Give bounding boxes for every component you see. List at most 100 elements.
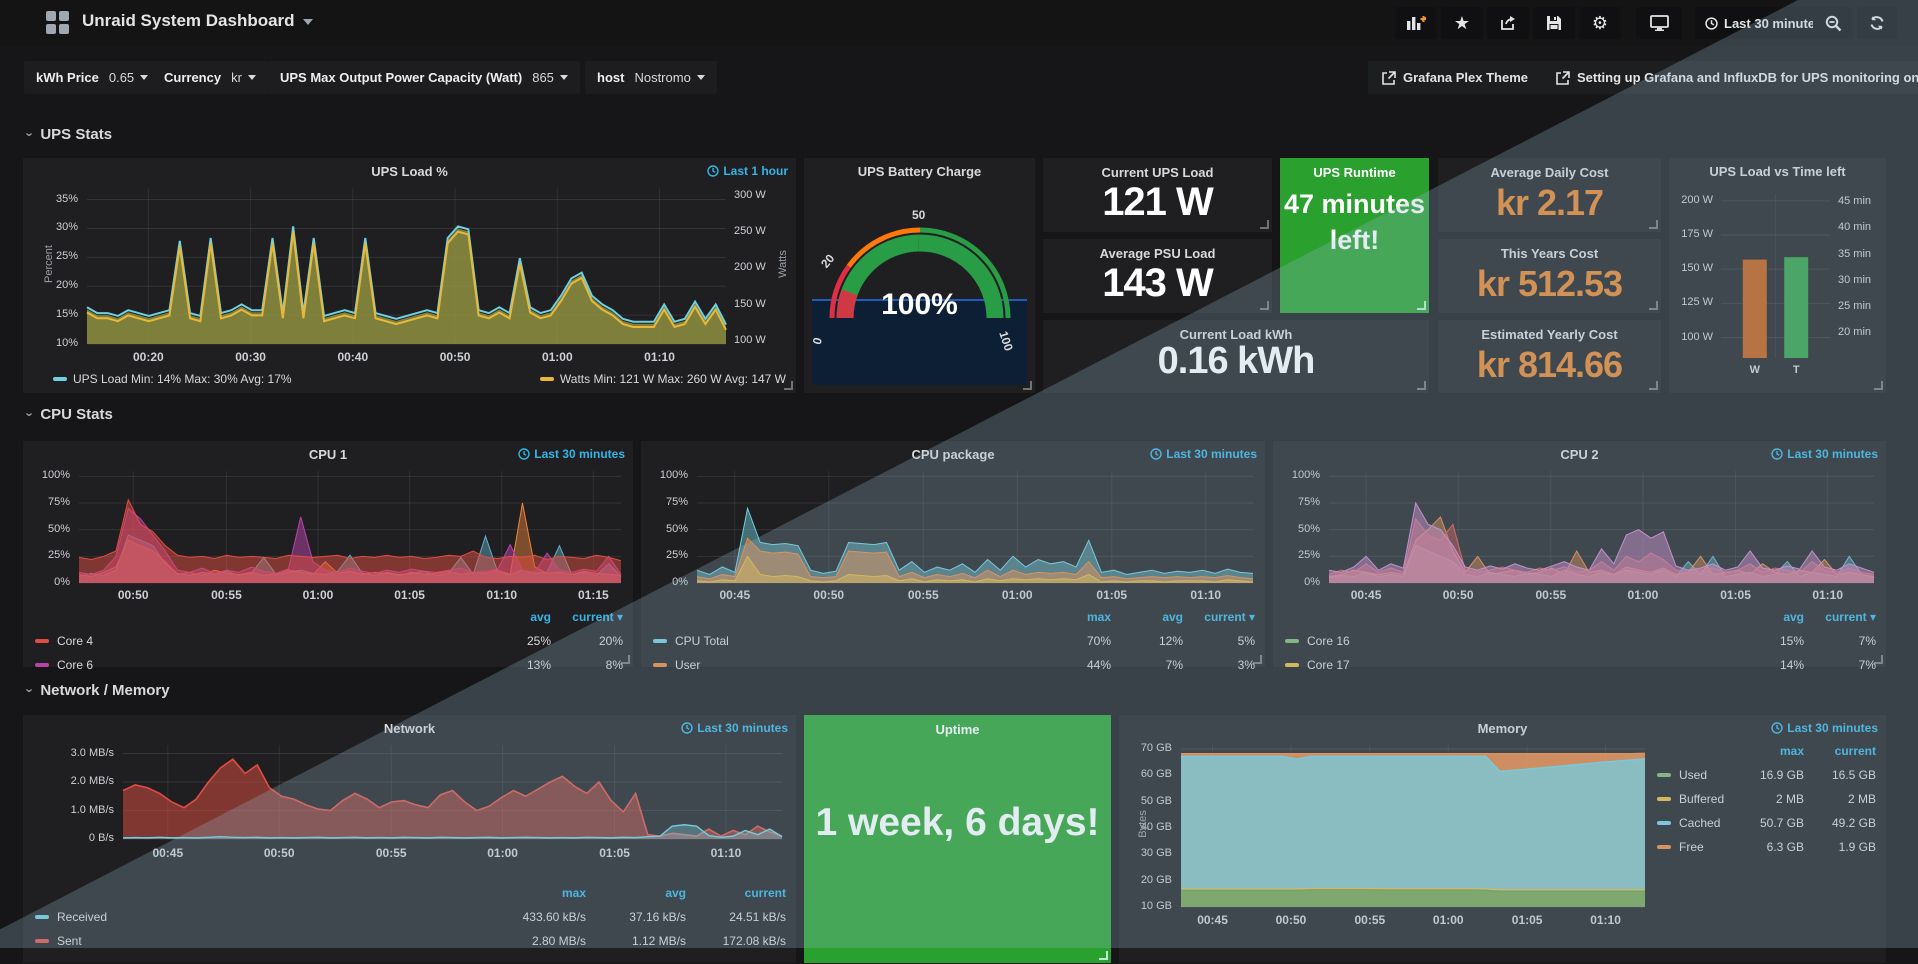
star-button[interactable]: ★	[1441, 7, 1483, 39]
section-network-memory[interactable]: › Network / Memory	[22, 682, 170, 699]
panel-current-load-kwh: Current Load kWh 0.16 kWh	[1042, 319, 1430, 394]
legend-sort-header[interactable]: max	[561, 886, 586, 900]
stat-value: kr 814.66	[1476, 344, 1623, 385]
panel-title[interactable]: Memory	[1477, 721, 1528, 736]
gauge-value: 100%	[881, 288, 958, 321]
resize-handle[interactable]	[1417, 301, 1426, 310]
variable-value-dropdown[interactable]: Nostromo	[634, 70, 705, 85]
variable-value-dropdown[interactable]: 865	[532, 70, 568, 85]
resize-handle[interactable]	[1649, 381, 1658, 390]
panel-title[interactable]: UPS Load %	[371, 164, 448, 179]
legend-series-toggle[interactable]: Cached	[1657, 816, 1732, 830]
panel-title[interactable]: CPU 1	[308, 447, 348, 462]
legend-series-toggle[interactable]: Core 4	[35, 634, 479, 648]
panel-title[interactable]: UPS Load vs Time left	[1709, 164, 1846, 179]
legend-sort-header[interactable]: avg	[530, 610, 551, 624]
legend-series-toggle[interactable]: CPU Total	[653, 634, 1039, 648]
time-range-badge[interactable]: Last 30 minutes	[1771, 447, 1878, 461]
dashboard-title[interactable]: Unraid System Dashboard	[82, 11, 313, 31]
panel-title[interactable]: Current Load kWh	[1179, 327, 1293, 342]
resize-handle[interactable]	[1417, 381, 1426, 390]
resize-handle[interactable]	[1649, 301, 1658, 310]
legend-sort-header[interactable]: current ▾	[1204, 610, 1255, 624]
legend-sort-header[interactable]: current ▾	[1825, 610, 1876, 624]
variable-value-dropdown[interactable]: 0.65	[109, 70, 149, 85]
resize-handle[interactable]	[1874, 381, 1883, 390]
legend-series-toggle[interactable]: Received	[35, 910, 486, 924]
legend-series-toggle[interactable]: Used	[1657, 768, 1732, 782]
chevron-down-icon	[559, 75, 568, 80]
legend-sort-header[interactable]: current ▾	[572, 610, 623, 624]
legend-sort-header[interactable]: max	[1779, 744, 1804, 758]
refresh-button[interactable]	[1857, 7, 1897, 39]
panel-title[interactable]: Estimated Yearly Cost	[1481, 327, 1618, 342]
legend-sort-header[interactable]: avg	[665, 886, 686, 900]
legend-sort-header[interactable]: max	[1086, 610, 1111, 624]
resize-handle[interactable]	[784, 381, 793, 390]
time-range-badge[interactable]: Last 1 hour	[707, 164, 788, 178]
section-cpu-stats[interactable]: › CPU Stats	[22, 406, 113, 423]
resize-handle[interactable]	[1099, 951, 1108, 960]
legend-series-toggle[interactable]: Core 17	[1285, 658, 1732, 672]
time-range-badge[interactable]: Last 30 minutes	[1771, 721, 1878, 735]
panel-title[interactable]: Current UPS Load	[1101, 165, 1214, 180]
legend-item[interactable]: UPS Load Min: 14% Max: 30% Avg: 17%	[53, 372, 292, 386]
apps-grid-icon[interactable]	[46, 11, 70, 35]
legend-series-name: Core 6	[57, 658, 94, 672]
panel-title[interactable]: Uptime	[935, 722, 980, 737]
legend-item[interactable]: Watts Min: 121 W Max: 260 W Avg: 147 W	[539, 372, 786, 386]
legend-series-toggle[interactable]: Core 16	[1285, 634, 1732, 648]
time-range-picker[interactable]: Last 30 minutes	[1695, 7, 1833, 39]
panel-title[interactable]: UPS Battery Charge	[857, 164, 982, 179]
zoom-out-button[interactable]	[1813, 7, 1853, 39]
legend-value: 2.80 MB/s	[531, 934, 586, 948]
resize-handle[interactable]	[1260, 220, 1269, 229]
link-grafana-influxdb-guide[interactable]: Setting up Grafana and InfluxDB for UPS …	[1542, 70, 1918, 85]
panel-title[interactable]: This Years Cost	[1500, 246, 1599, 261]
time-range-badge[interactable]: Last 30 minutes	[518, 447, 625, 461]
kiosk-mode-button[interactable]	[1636, 7, 1682, 39]
variable-label: host	[597, 70, 625, 85]
panel-title[interactable]: Network	[383, 721, 436, 736]
resize-handle[interactable]	[1253, 655, 1262, 664]
panel-title[interactable]: CPU 2	[1560, 447, 1599, 462]
panel-title[interactable]: UPS Runtime	[1313, 165, 1396, 180]
chevron-down-icon: ›	[22, 132, 38, 137]
link-grafana-plex-theme[interactable]: Grafana Plex Theme	[1368, 70, 1542, 85]
save-button[interactable]	[1533, 7, 1575, 39]
legend-row: CPU Total 70% 12% 5%	[653, 629, 1255, 653]
axis-tick-label: 00:50	[813, 588, 845, 602]
panel-title[interactable]: CPU package	[911, 447, 995, 462]
variable-value-dropdown[interactable]: kr	[231, 70, 256, 85]
resize-handle[interactable]	[1260, 301, 1269, 310]
resize-handle[interactable]	[1023, 381, 1032, 390]
legend-series-toggle[interactable]: Free	[1657, 840, 1732, 854]
axis-tick-label: 3.0 MB/s	[70, 746, 114, 759]
panel-title[interactable]: Average PSU Load	[1099, 246, 1216, 261]
panel-average-daily-cost: Average Daily Cost kr 2.17	[1437, 157, 1662, 233]
legend-sort-header[interactable]: current	[744, 886, 786, 900]
legend-series-toggle[interactable]: Buffered	[1657, 792, 1732, 806]
panel-title[interactable]: Average Daily Cost	[1490, 165, 1609, 180]
legend-color-dash	[1657, 845, 1671, 849]
bar-chart-canvas	[1721, 194, 1830, 358]
resize-handle[interactable]	[1649, 220, 1658, 229]
share-button[interactable]	[1487, 7, 1529, 39]
legend-series-toggle[interactable]: User	[653, 658, 1039, 672]
gear-icon: ⚙	[1591, 12, 1609, 33]
section-ups-stats[interactable]: › UPS Stats	[22, 126, 113, 143]
legend-sort-header[interactable]: avg	[1162, 610, 1183, 624]
dashboard-settings-button[interactable]: ⚙	[1579, 7, 1621, 39]
resize-handle[interactable]	[1874, 655, 1883, 664]
legend-series-toggle[interactable]: Sent	[35, 934, 486, 948]
legend-sort-header[interactable]: current	[1834, 744, 1876, 758]
legend-value: 24.51 kB/s	[729, 910, 786, 924]
resize-handle[interactable]	[621, 655, 630, 664]
add-panel-button[interactable]	[1395, 7, 1437, 39]
time-range-badge[interactable]: Last 30 minutes	[681, 721, 788, 735]
legend-color-dash	[35, 915, 49, 919]
legend-sort-header[interactable]: avg	[1783, 610, 1804, 624]
legend-value: 7%	[1858, 634, 1876, 648]
legend-series-toggle[interactable]: Core 6	[35, 658, 479, 672]
time-range-badge[interactable]: Last 30 minutes	[1150, 447, 1257, 461]
